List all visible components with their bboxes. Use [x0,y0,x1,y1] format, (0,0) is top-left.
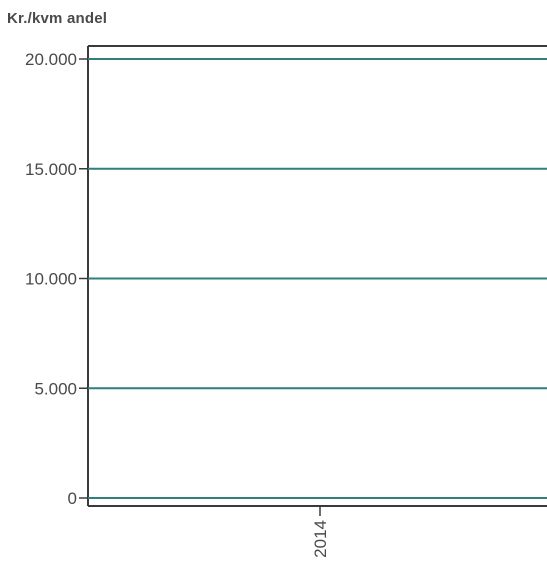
x-tick-label-0: 2014 [311,520,330,558]
y-tick-label-2: 10.000 [25,270,77,289]
y-tick-label-1: 15.000 [25,160,77,179]
y-tick-label-4: 0 [68,489,77,508]
y-tick-label-3: 5.000 [34,379,77,398]
y-axis-title: Kr./kvm andel [7,10,108,27]
y-tick-label-0: 20.000 [25,50,77,69]
